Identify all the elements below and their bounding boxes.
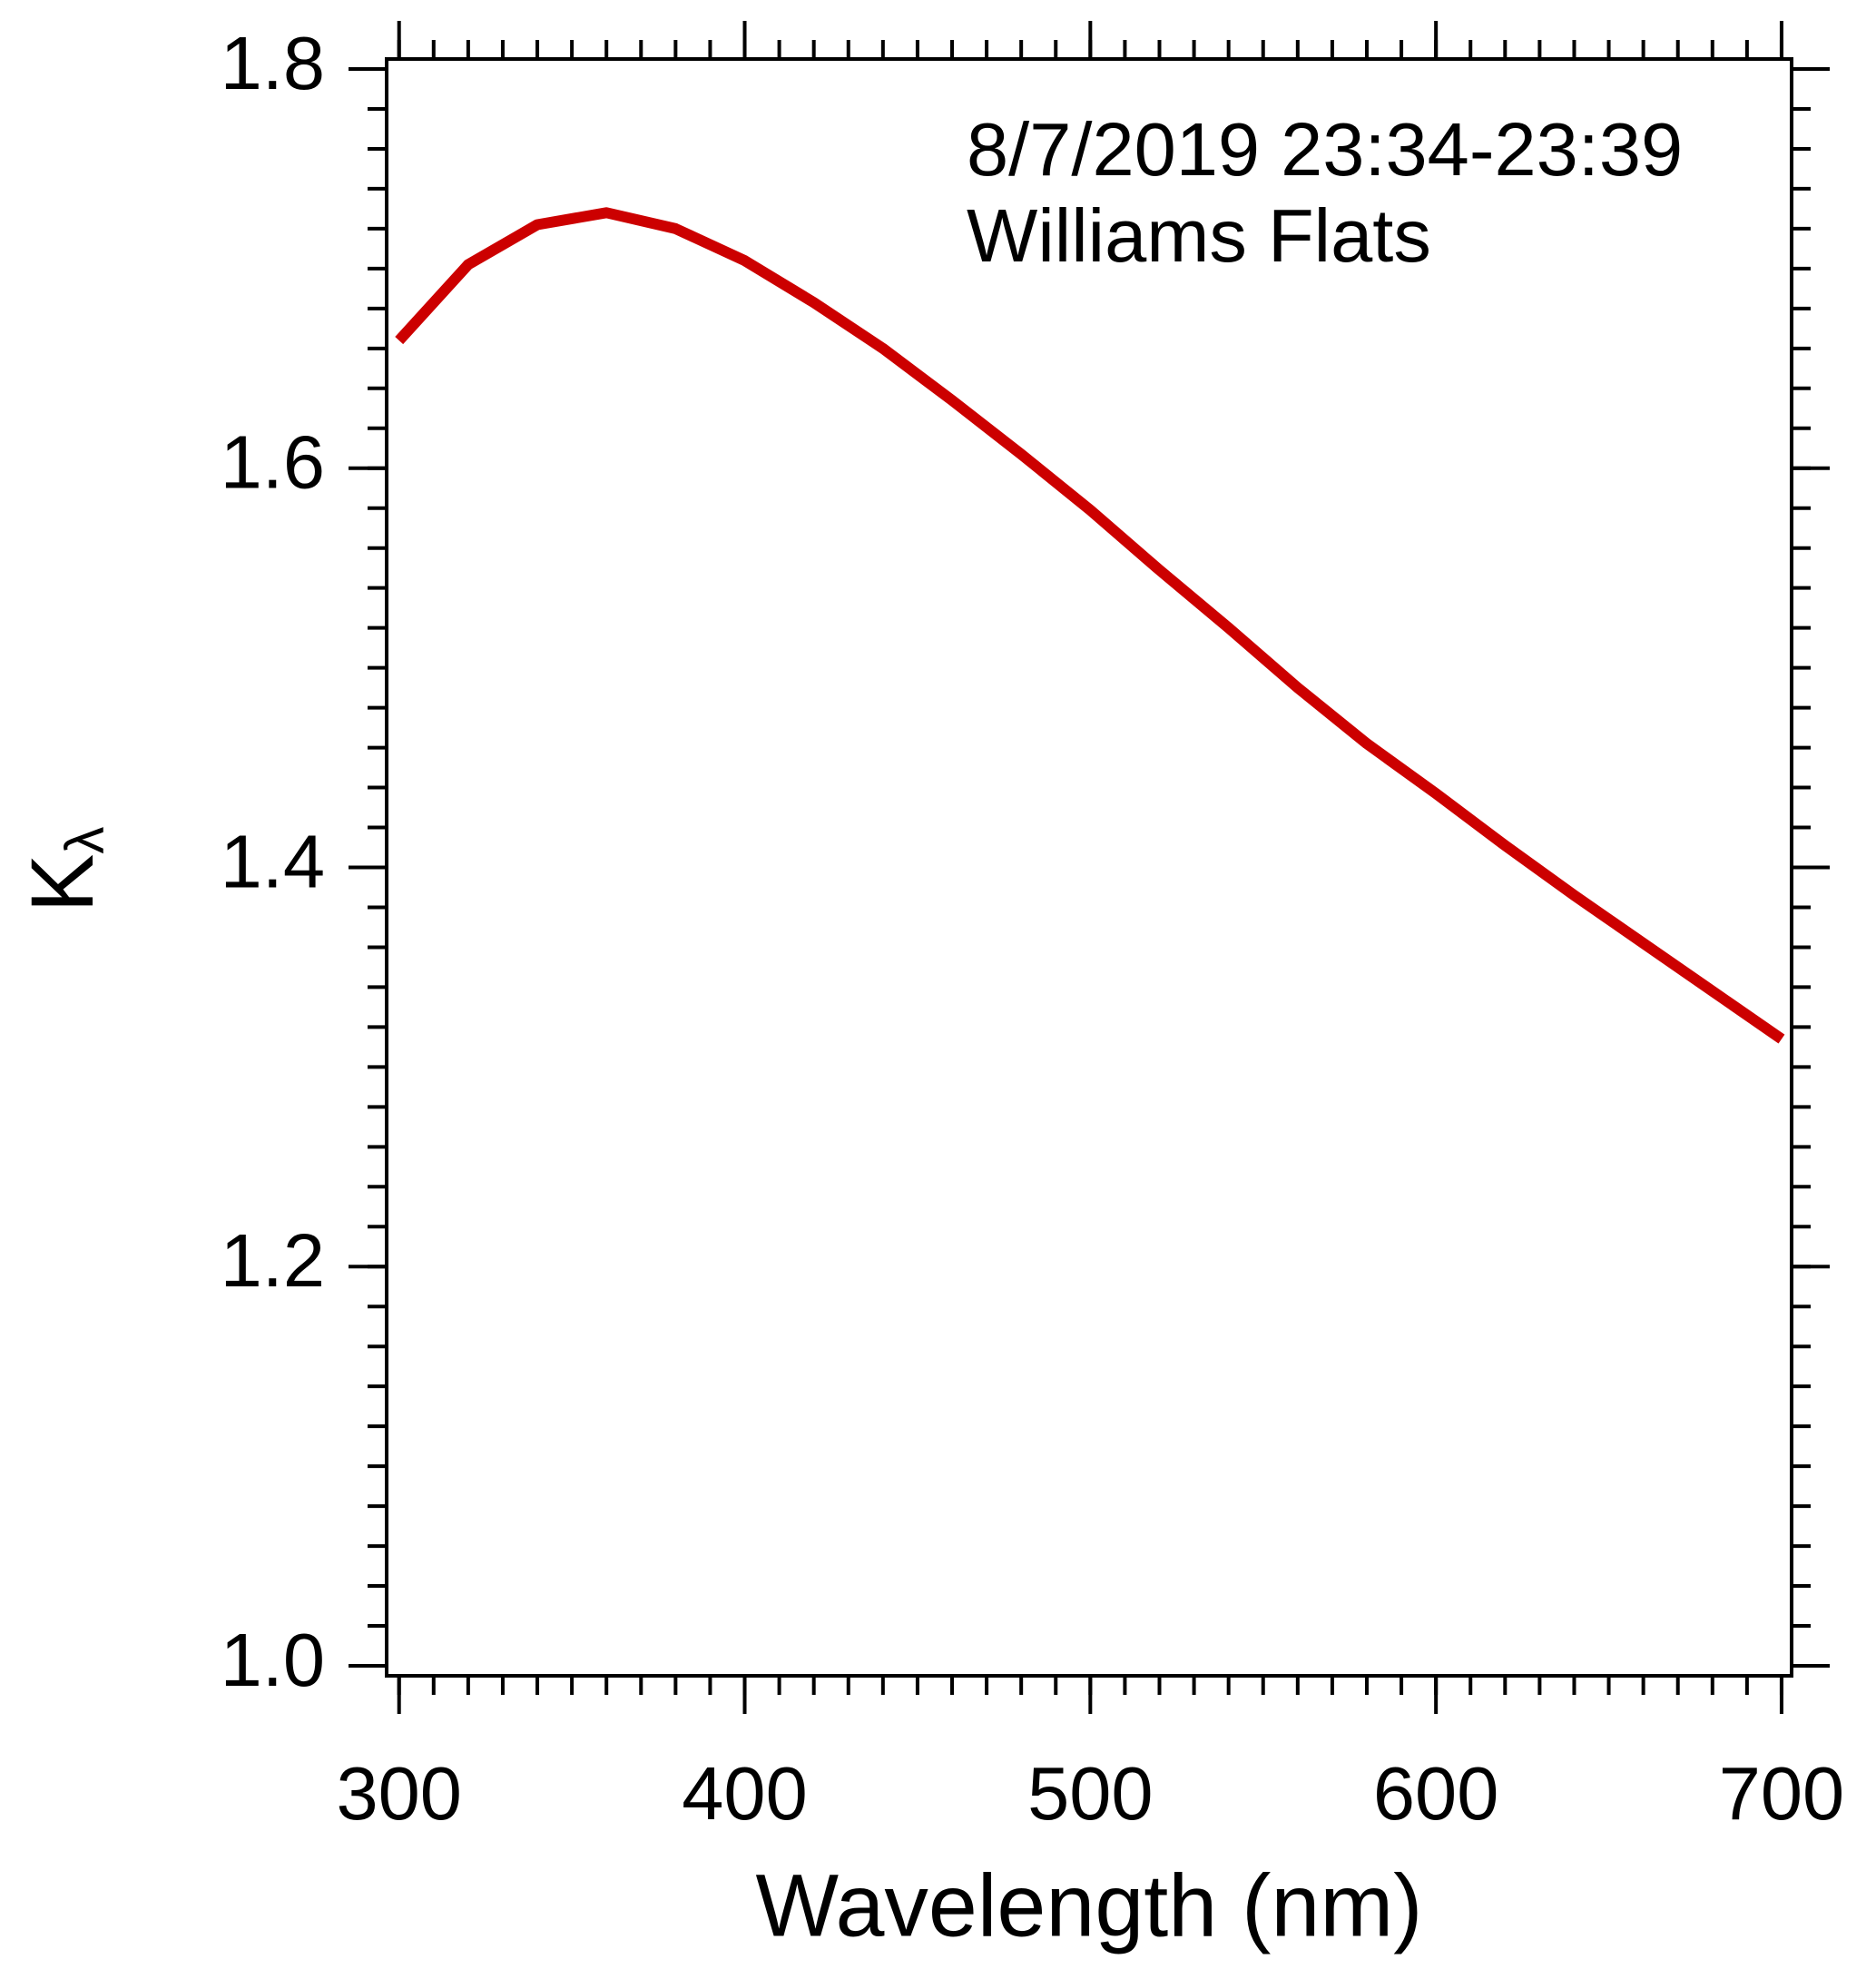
x-tick-label: 500 bbox=[1027, 1751, 1153, 1836]
x-tick-label: 600 bbox=[1373, 1751, 1498, 1836]
y-tick-label: 1.6 bbox=[221, 420, 325, 505]
annotation: Williams Flats bbox=[967, 193, 1431, 278]
y-axis-title-main: K bbox=[13, 854, 112, 913]
x-tick-label: 300 bbox=[336, 1751, 461, 1836]
y-axis-title-sub: λ bbox=[54, 827, 115, 854]
plot-frame bbox=[385, 57, 1793, 1678]
x-axis-title: Wavelength (nm) bbox=[756, 1856, 1423, 1955]
y-axis-title: Kλ bbox=[13, 827, 115, 913]
y-tick-label: 1.2 bbox=[221, 1218, 325, 1303]
y-tick-label: 1.4 bbox=[221, 819, 325, 903]
y-tick-label: 1.8 bbox=[221, 21, 325, 105]
x-tick-label: 400 bbox=[682, 1751, 807, 1836]
x-tick-label: 700 bbox=[1719, 1751, 1844, 1836]
data-line bbox=[395, 207, 1785, 1044]
y-tick-label: 1.0 bbox=[221, 1618, 325, 1702]
annotation: 8/7/2019 23:34-23:39 bbox=[967, 107, 1683, 192]
